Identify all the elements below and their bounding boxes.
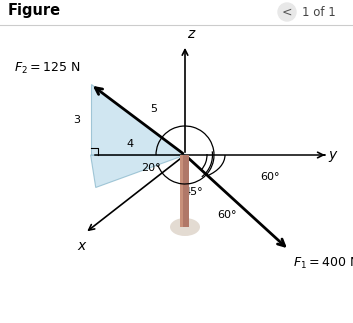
Bar <box>183 155 189 227</box>
Bar <box>180 155 186 227</box>
Text: z: z <box>187 27 194 41</box>
Text: y: y <box>328 148 336 162</box>
Text: x: x <box>77 239 85 253</box>
Circle shape <box>278 3 296 21</box>
Text: 5: 5 <box>150 104 157 114</box>
Ellipse shape <box>170 218 200 236</box>
Text: 20°: 20° <box>141 163 161 173</box>
Text: 45°: 45° <box>183 187 203 197</box>
Text: 4: 4 <box>127 139 134 149</box>
Polygon shape <box>91 155 185 187</box>
Text: $F_1 = 400$ N: $F_1 = 400$ N <box>293 256 353 271</box>
Polygon shape <box>91 84 185 155</box>
Text: <: < <box>282 5 292 18</box>
Text: Figure: Figure <box>8 3 61 18</box>
Text: 1 of 1: 1 of 1 <box>302 5 336 18</box>
Text: 3: 3 <box>73 115 80 125</box>
Text: $F_2 = 125$ N: $F_2 = 125$ N <box>14 61 80 76</box>
Text: 60°: 60° <box>260 172 280 182</box>
Text: 60°: 60° <box>217 210 237 220</box>
